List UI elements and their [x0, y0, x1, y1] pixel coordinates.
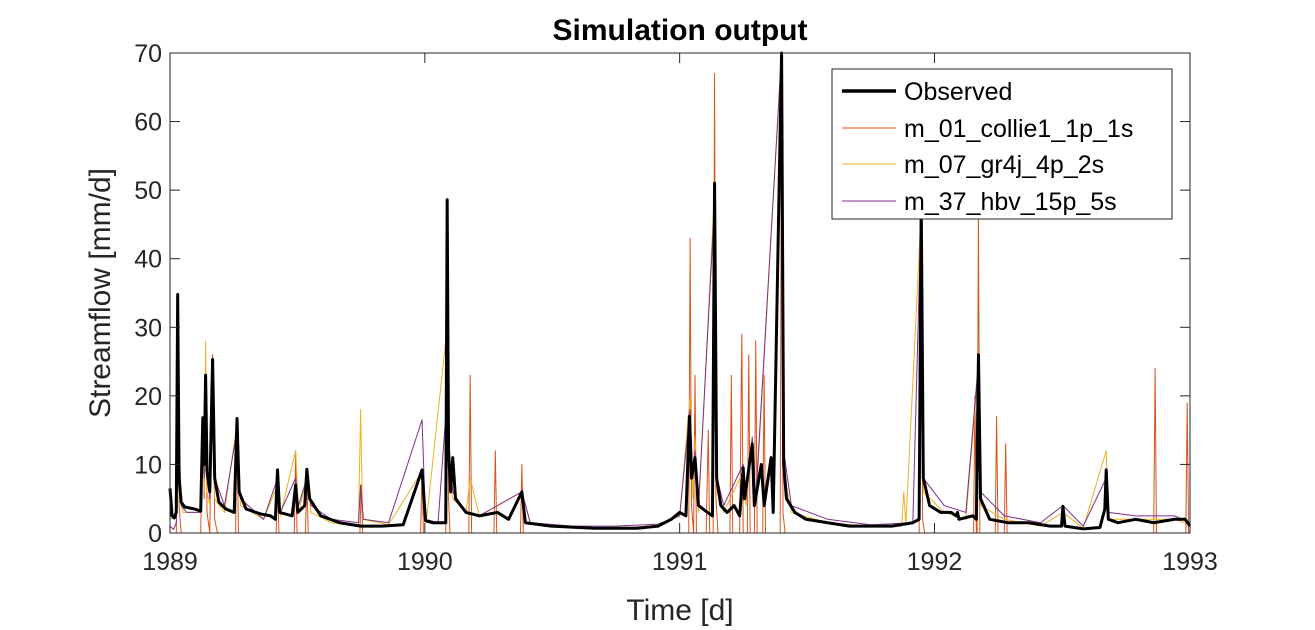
x-tick-label: 1989	[142, 548, 198, 576]
x-tick-label: 1992	[907, 548, 963, 576]
ticks-layer: 0 10 20 30 40 50 60 70 1989 1990 1991 1992 1993	[134, 40, 1218, 576]
y-tick-label: 50	[134, 177, 162, 205]
series-line-observed	[168, 51, 1192, 531]
y-tick-label: 30	[134, 314, 162, 342]
y-axis-label: Streamflow [mm/d]	[84, 168, 117, 418]
y-tick-label: 10	[134, 451, 162, 479]
y-tick-label: 0	[148, 520, 162, 548]
y-tick-label: 40	[134, 246, 162, 274]
legend-label-hbv: m_37_hbv_15p_5s	[904, 188, 1117, 216]
y-tick-label: 60	[134, 109, 162, 137]
legend-box	[831, 68, 1173, 220]
x-tick-label: 1991	[652, 548, 708, 576]
x-tick-label: 1993	[1162, 548, 1218, 576]
y-tick-label: 20	[134, 383, 162, 411]
legend: Observed m_01_collie1_1p_1s m_07_gr4j_4p…	[831, 68, 1173, 220]
legend-label-observed: Observed	[904, 78, 1012, 106]
y-tick-label: 70	[134, 40, 162, 68]
x-axis-label: Time [d]	[626, 594, 733, 627]
legend-label-gr4j: m_07_gr4j_4p_2s	[904, 151, 1104, 179]
legend-label-collie: m_01_collie1_1p_1s	[904, 115, 1133, 143]
x-tick-label: 1990	[397, 548, 453, 576]
chart-title: Simulation output	[553, 14, 808, 47]
